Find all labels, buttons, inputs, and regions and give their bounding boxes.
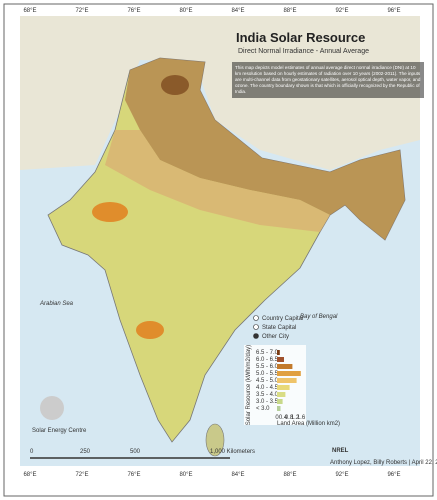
class-bar [277, 392, 286, 397]
high-dni-west [92, 202, 128, 222]
legend-label: Country Capital [262, 316, 303, 322]
title: India Solar Resource [236, 30, 366, 45]
longitude-label: 72°E [75, 8, 88, 14]
tick-label: 0 [275, 415, 279, 421]
class-label: < 3.0 [256, 406, 270, 412]
longitude-label: 80°E [179, 8, 192, 14]
high-dni-north [161, 75, 189, 95]
class-label: 4.5 - 5.0 [256, 378, 279, 384]
class-bar [277, 385, 290, 390]
sea-label: Arabian Sea [39, 301, 74, 307]
class-label: 5.5 - 6.0 [256, 364, 279, 370]
north-region [125, 58, 405, 240]
class-bar [277, 357, 284, 362]
tick-label: 0.8 [285, 415, 294, 421]
legend-symbol [253, 324, 259, 330]
tick-label: 1.2 [291, 415, 300, 421]
tick-label: 1.6 [297, 415, 306, 421]
class-label: 3.0 - 3.5 [256, 399, 279, 405]
legend-symbol [253, 333, 259, 339]
class-bar [277, 371, 301, 376]
longitude-label: 96°E [387, 8, 400, 14]
longitude-label: 68°E [23, 472, 36, 478]
longitude-label: 92°E [335, 472, 348, 478]
scale-label: 250 [80, 449, 91, 455]
class-label: 6.5 - 7.0 [256, 350, 279, 356]
centre-label: Solar Energy Centre [32, 428, 87, 434]
class-label: 5.0 - 5.5 [256, 371, 279, 377]
plains-region [105, 130, 330, 232]
class-label: 6.0 - 6.5 [256, 357, 279, 363]
longitude-label: 68°E [23, 8, 36, 14]
longitude-label: 84°E [231, 8, 244, 14]
class-label: 4.0 - 4.5 [256, 385, 279, 391]
class-bar [277, 350, 280, 355]
longitude-label: 84°E [231, 472, 244, 478]
class-label: 3.5 - 4.0 [256, 392, 279, 398]
class-bar [277, 364, 293, 369]
sri-lanka [205, 423, 225, 457]
subtitle: Direct Normal Irradiance - Annual Averag… [238, 48, 369, 55]
emblem [40, 396, 64, 420]
longitude-label: 76°E [127, 472, 140, 478]
longitude-label: 96°E [387, 472, 400, 478]
legend-label: State Capital [262, 325, 296, 331]
legend-label: Other City [262, 334, 289, 340]
axis-title: Solar Resource (kWh/m2/day) [246, 345, 252, 425]
description: This map depicts model estimates of annu… [232, 62, 424, 98]
legend-box [244, 345, 306, 425]
neighbour-land [20, 16, 420, 170]
longitude-label: 88°E [283, 472, 296, 478]
class-bar [277, 399, 283, 404]
longitude-label: 72°E [75, 472, 88, 478]
footer: Anthony Lopez, Billy Roberts | April 22,… [330, 460, 437, 466]
scale-label: 1,000 Kilometers [210, 449, 255, 455]
longitude-label: 76°E [127, 8, 140, 14]
sea-label: Bay of Bengal [300, 314, 338, 320]
high-dni-south [136, 321, 164, 339]
longitude-label: 88°E [283, 8, 296, 14]
class-bar [277, 406, 281, 411]
longitude-label: 92°E [335, 8, 348, 14]
scale-label: 500 [130, 449, 141, 455]
logo: NREL [332, 448, 349, 454]
longitude-label: 80°E [179, 472, 192, 478]
scale-label: 0 [30, 449, 34, 455]
legend-symbol [253, 315, 259, 321]
tick-label: 0.4 [279, 415, 288, 421]
class-bar [277, 378, 297, 383]
x-title: Land Area (Million km2) [277, 421, 340, 427]
